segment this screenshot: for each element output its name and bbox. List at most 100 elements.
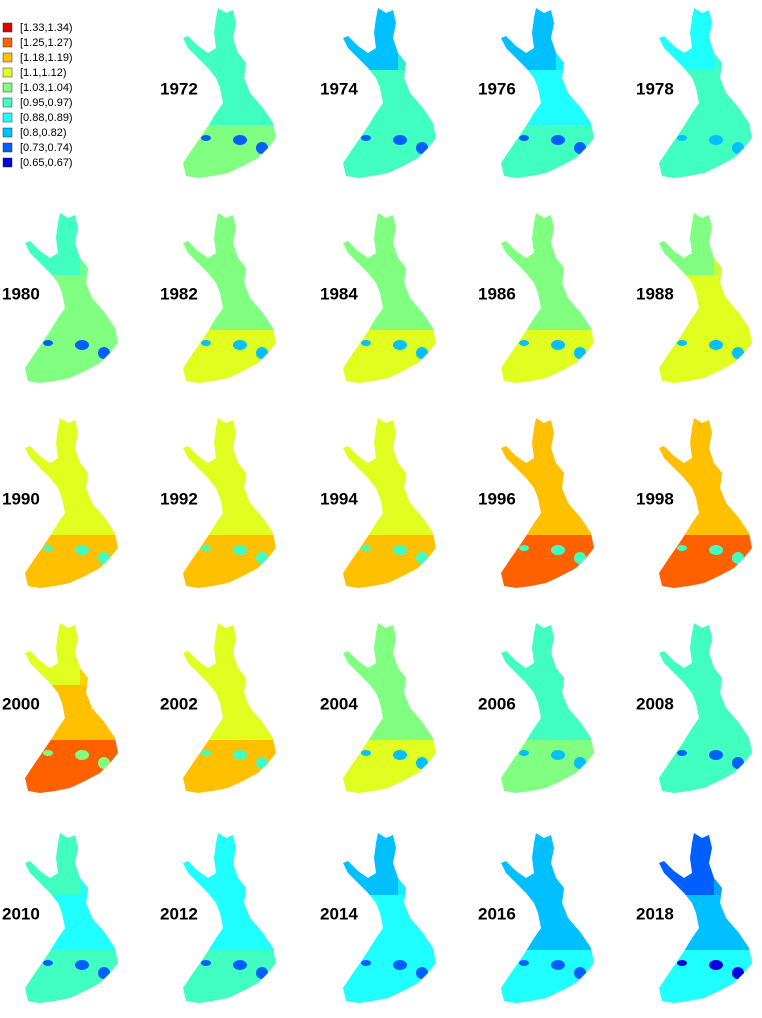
lake-region [732, 142, 744, 154]
lake-region [201, 750, 211, 756]
lake-region [416, 552, 428, 564]
lake-region [551, 750, 565, 760]
legend-label: [0.88,0.89) [20, 112, 73, 124]
legend-swatch [2, 157, 13, 168]
year-label: 2008 [636, 694, 674, 713]
lake-region [256, 142, 268, 154]
region-east [238, 863, 252, 923]
year-label: 2002 [160, 694, 198, 713]
region-south [501, 535, 594, 588]
region-east [398, 38, 412, 98]
region-north [501, 418, 594, 480]
legend-swatch [2, 22, 13, 33]
lake-region [709, 545, 723, 555]
lake-region [677, 545, 687, 551]
region-east [238, 38, 252, 98]
lake-region [75, 960, 89, 970]
lake-region [233, 960, 247, 970]
lake-region [574, 347, 586, 359]
lake-region [551, 135, 565, 145]
lake-region [43, 545, 53, 551]
legend-swatch [2, 82, 13, 93]
region-south [183, 125, 276, 178]
region-south [343, 740, 436, 793]
lake-region [201, 340, 211, 346]
region-north [343, 8, 436, 70]
year-label: 1996 [478, 489, 516, 508]
region-north [659, 833, 752, 895]
region-east [238, 243, 252, 303]
lake-region [732, 967, 744, 979]
lake-region [256, 967, 268, 979]
lake-region [43, 340, 53, 346]
region-east [398, 653, 412, 713]
year-label: 1974 [320, 79, 358, 98]
year-label: 2010 [2, 904, 40, 923]
region-north [501, 8, 594, 70]
year-label: 1988 [636, 284, 674, 303]
region-east [80, 863, 94, 923]
lake-region [677, 960, 687, 966]
year-label: 1976 [478, 79, 516, 98]
lake-region [732, 347, 744, 359]
lake-region [361, 545, 371, 551]
lake-region [574, 142, 586, 154]
year-label: 2014 [320, 904, 358, 923]
region-east [238, 448, 252, 508]
lake-region [233, 545, 247, 555]
lake-region [256, 552, 268, 564]
region-north [501, 833, 594, 895]
year-label: 2000 [2, 694, 40, 713]
region-south [25, 535, 118, 588]
legend-swatch [2, 97, 13, 108]
region-south [659, 950, 752, 1003]
lake-region [677, 135, 687, 141]
legend-swatch [2, 127, 13, 138]
region-south [25, 950, 118, 1003]
legend-label: [0.8,0.82) [20, 127, 66, 139]
year-label: 1980 [2, 284, 40, 303]
lake-region [361, 960, 371, 966]
region-east [714, 243, 728, 303]
region-east [556, 863, 570, 923]
region-north [183, 833, 276, 895]
region-east [714, 448, 728, 508]
lake-region [519, 340, 529, 346]
lake-region [709, 340, 723, 350]
legend-label: [0.73,0.74) [20, 142, 73, 154]
region-east [238, 653, 252, 713]
year-label: 2018 [636, 904, 674, 923]
lake-region [416, 967, 428, 979]
region-east [80, 448, 94, 508]
region-east [398, 243, 412, 303]
region-north [25, 213, 118, 275]
legend-swatch [2, 112, 13, 123]
lake-region [732, 552, 744, 564]
year-label: 1998 [636, 489, 674, 508]
region-east [80, 243, 94, 303]
lake-region [519, 750, 529, 756]
region-north [659, 8, 752, 70]
region-north [25, 418, 118, 480]
year-label: 2016 [478, 904, 516, 923]
lake-region [361, 340, 371, 346]
region-south [183, 950, 276, 1003]
region-north [501, 623, 594, 685]
region-south [343, 950, 436, 1003]
legend-label: [1.25,1.27) [20, 37, 73, 49]
region-south [501, 330, 594, 383]
legend-label: [0.65,0.67) [20, 157, 73, 169]
region-east [556, 653, 570, 713]
region-south [659, 330, 752, 383]
year-label: 1990 [2, 489, 40, 508]
lake-region [677, 340, 687, 346]
region-south [25, 740, 118, 793]
lake-region [233, 135, 247, 145]
region-north [25, 833, 118, 895]
lake-region [393, 340, 407, 350]
lake-region [98, 347, 110, 359]
lake-region [709, 960, 723, 970]
lake-region [709, 750, 723, 760]
lake-region [416, 347, 428, 359]
lake-region [574, 552, 586, 564]
